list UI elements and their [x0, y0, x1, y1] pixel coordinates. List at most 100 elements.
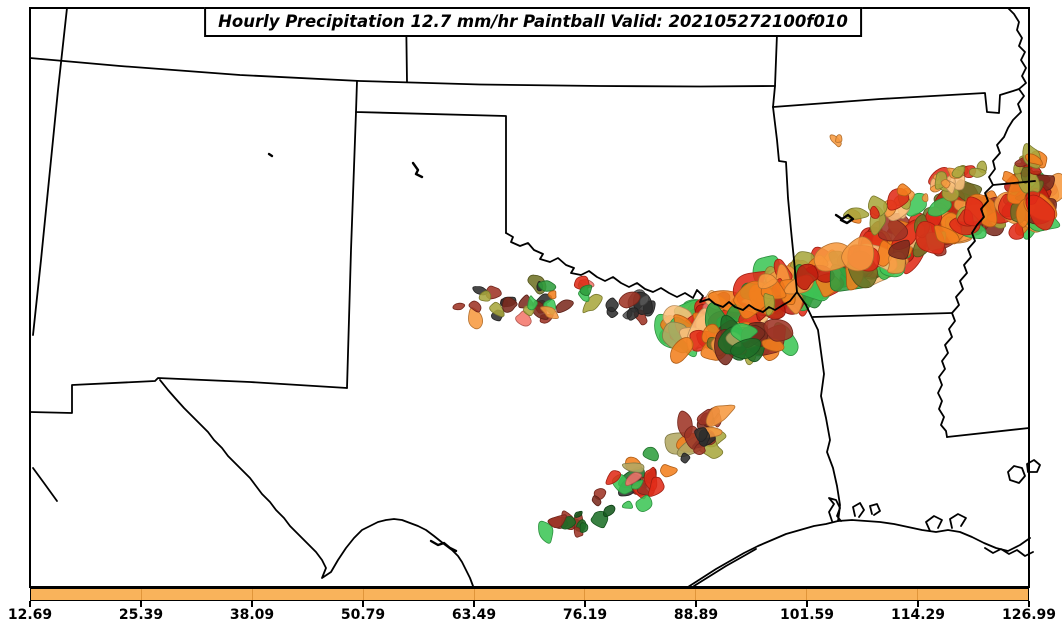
paintball-blob: [888, 239, 910, 260]
colorbar-tick: [584, 601, 586, 607]
border-path: [159, 379, 474, 587]
colorbar-tick: [251, 601, 253, 607]
border-path: [946, 427, 1030, 438]
paintball-blob: [603, 504, 616, 517]
paintball-blob: [538, 520, 554, 544]
border-path: [1026, 459, 1041, 473]
paintball-blob: [968, 167, 987, 178]
paintball-blob: [591, 495, 602, 507]
paintball-blob: [635, 494, 653, 513]
colorbar-tick: [806, 601, 808, 607]
paintball-blob: [626, 307, 639, 321]
border-path: [828, 497, 842, 522]
colorbar-tick: [473, 601, 475, 607]
paintball-blob: [694, 427, 708, 443]
colorbar-segment: [362, 589, 474, 600]
border-path: [29, 377, 348, 414]
paintball-blob: [579, 284, 593, 296]
lakes: [267, 152, 855, 553]
colorbar-tick-label: 38.09: [229, 607, 275, 623]
paintball-blob: [841, 236, 875, 272]
colorbar-segment: [584, 589, 695, 600]
paintball-blob: [540, 306, 559, 319]
paintball-blob: [502, 296, 518, 313]
paintball-blob: [605, 470, 622, 485]
colorbar-tick: [29, 601, 31, 607]
paintball-blob: [555, 299, 574, 314]
paintball-blob: [705, 404, 736, 427]
paintball-blob: [647, 476, 665, 497]
colorbar-segment: [695, 589, 806, 600]
border-path: [937, 7, 1027, 438]
border-path: [1007, 465, 1026, 484]
lake-path: [834, 213, 855, 225]
paintball-blob: [582, 293, 603, 314]
lake-path: [267, 152, 274, 158]
border-path: [346, 111, 357, 389]
border-path: [949, 513, 967, 529]
border-path: [984, 547, 1034, 557]
paintball-blob: [680, 452, 691, 464]
colorbar-tick-label: 63.49: [451, 607, 497, 623]
colorbar-tick: [362, 601, 364, 607]
paintball-blob: [452, 302, 466, 311]
border-path: [925, 515, 943, 532]
paintball-blob: [468, 300, 482, 313]
colorbar-tick: [140, 601, 142, 607]
paintball-blob: [835, 134, 843, 143]
paintball-blob: [489, 301, 505, 317]
colorbar-tick-label: 88.89: [673, 607, 719, 623]
colorbar: [30, 588, 1029, 601]
colorbar-tick: [1028, 601, 1030, 607]
colorbar-tick-label: 76.19: [562, 607, 608, 623]
paintball-blob: [927, 197, 952, 217]
lake-path: [411, 161, 424, 179]
border-path: [32, 7, 68, 336]
colorbar-segment: [140, 589, 252, 600]
paintball-blob: [574, 510, 583, 518]
paintball-blob: [642, 446, 659, 462]
border-path: [869, 503, 881, 516]
plot-title: Hourly Precipitation 12.7 mm/hr Paintbal…: [204, 7, 862, 37]
border-path: [29, 57, 776, 88]
colorbar-tick-label: 101.59: [779, 607, 835, 623]
border-path: [772, 106, 841, 522]
paintball-blob: [934, 225, 960, 244]
paintball-blob: [537, 280, 557, 292]
border-path: [687, 519, 1031, 588]
colorbar-segment: [806, 589, 917, 600]
paintball-blob: [660, 464, 678, 478]
paintball-blob: [730, 338, 762, 360]
paintball-blob: [693, 443, 706, 456]
colorbar-segment: [251, 589, 363, 600]
paintball-blob: [579, 522, 589, 533]
border-path: [355, 80, 507, 234]
paintball-blob: [761, 338, 785, 352]
paintball-blob: [621, 500, 634, 509]
paintball-blob: [547, 514, 567, 529]
paintball-blob: [843, 207, 870, 220]
paintball-blob: [547, 290, 557, 300]
paintball-blob: [951, 165, 966, 179]
colorbar-segment: [917, 589, 1028, 600]
border-path: [852, 502, 865, 518]
border-path: [693, 548, 757, 587]
colorbar-segment: [31, 589, 141, 600]
paintball-blob: [896, 183, 912, 197]
precipitation-blobs: [452, 134, 1062, 544]
colorbar-tick: [917, 601, 919, 607]
border-path: [812, 312, 953, 318]
colorbar-tick-label: 114.29: [890, 607, 946, 623]
paintball-blob: [639, 294, 649, 306]
lake-path: [429, 539, 458, 553]
paintball-blob: [670, 337, 694, 364]
paintball-blob: [1025, 194, 1056, 231]
paintball-blob: [625, 472, 643, 486]
paintball-blob: [621, 462, 645, 473]
colorbar-tick-label: 126.99: [1001, 607, 1057, 623]
colorbar-tick-label: 25.39: [118, 607, 164, 623]
border-path: [772, 88, 1020, 114]
border-path: [505, 232, 798, 313]
paintball-blob: [963, 196, 984, 227]
